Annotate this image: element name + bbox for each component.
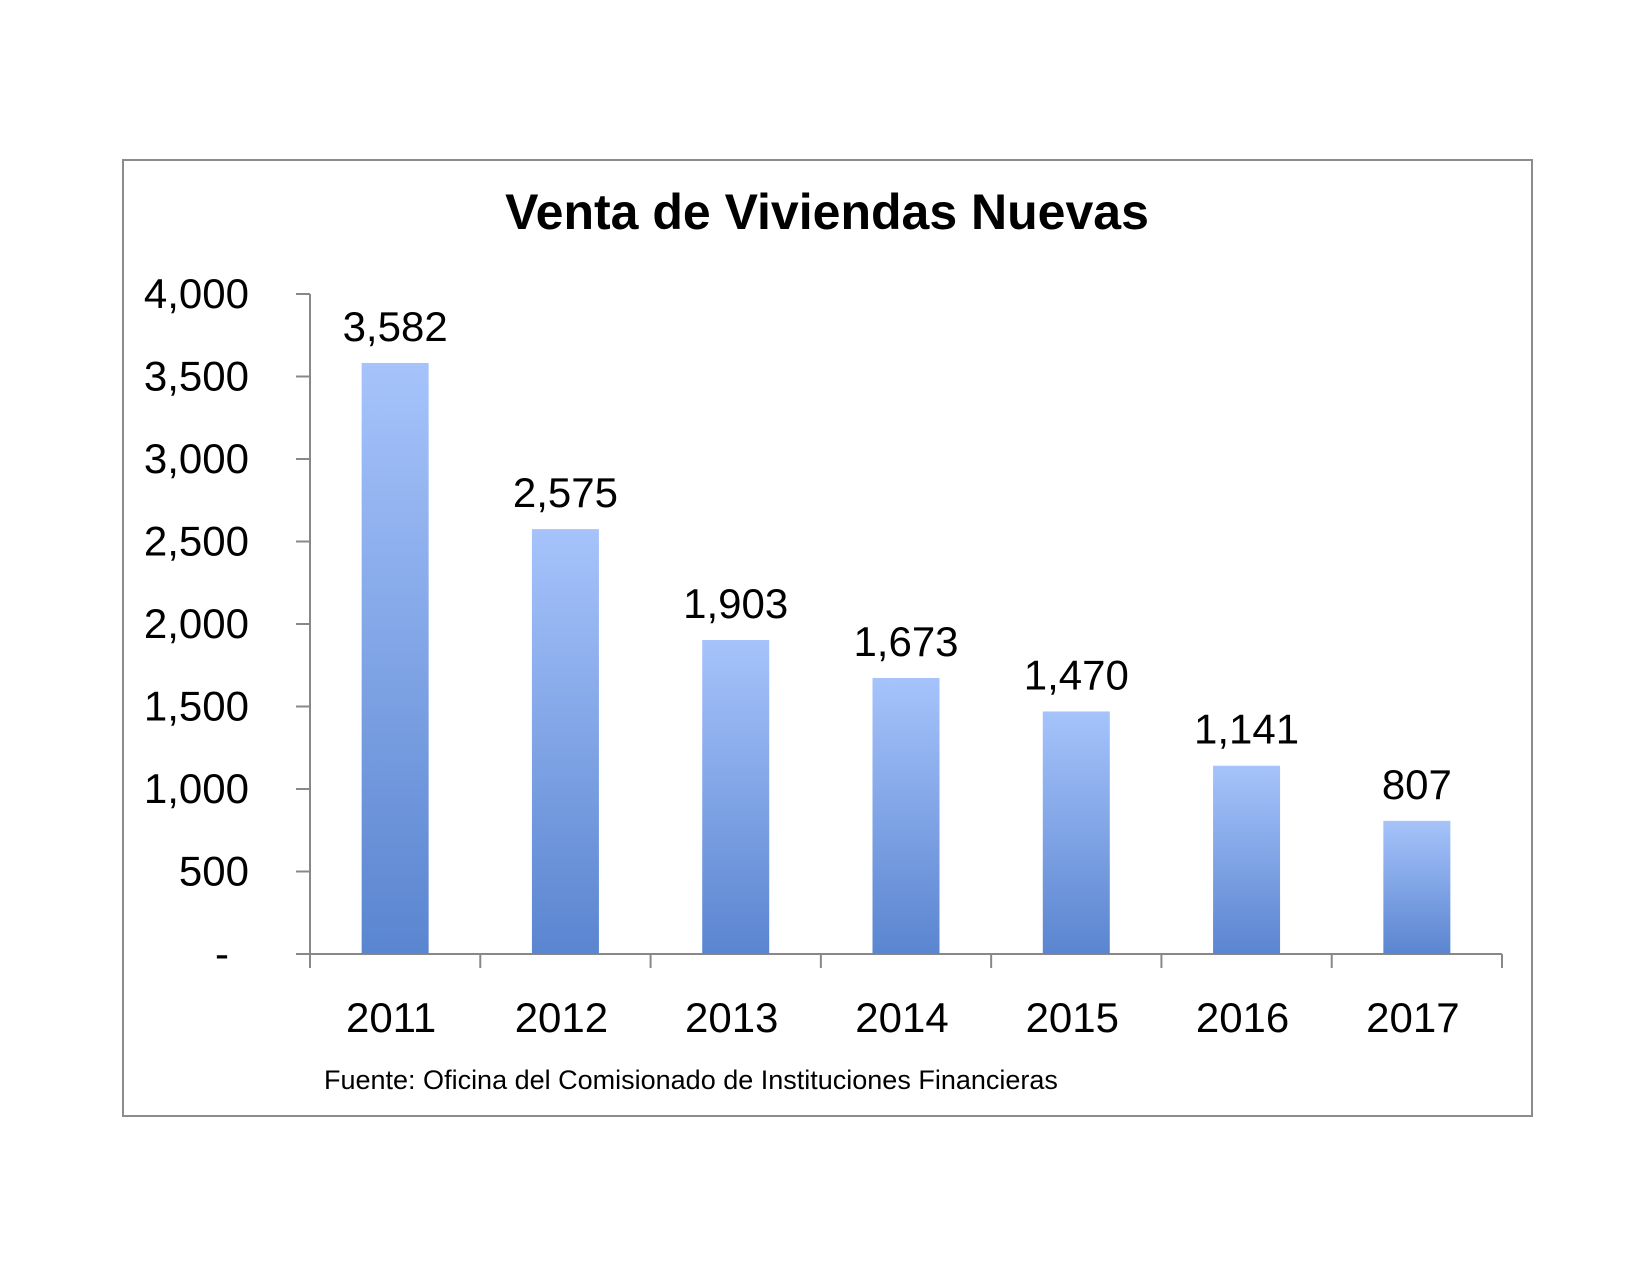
bar-2013 [702,640,770,954]
y-tick-label: 3,500 [144,353,249,400]
source-note: Fuente: Oficina del Comisionado de Insti… [324,1065,1058,1095]
chart-title: Venta de Viviendas Nuevas [505,184,1149,240]
x-tick-label-2011: 2011 [346,994,436,1041]
bar-2012 [531,529,599,954]
plot-area: - 500 1,000 1,500 2,000 2,500 3,000 3,500 4,000 3… [144,270,1503,1041]
data-label-2017: 807 [1382,761,1452,808]
data-label-2016: 1,141 [1194,706,1299,753]
y-tick-label: 2,000 [144,600,249,647]
bar-2017 [1383,820,1451,954]
x-tick-label-2017: 2017 [1366,994,1459,1041]
x-tick-label-2013: 2013 [685,994,778,1041]
y-tick-label: 4,000 [144,270,249,317]
data-label-2014: 1,673 [853,618,958,665]
bar-2014 [872,677,940,954]
y-tick-label: 1,000 [144,765,249,812]
y-tick-label: 1,500 [144,683,249,730]
y-tick-label: 500 [179,848,249,895]
y-tick-label: - [215,930,229,977]
x-tick-label-2015: 2015 [1026,994,1119,1041]
bar-2015 [1042,711,1110,954]
data-label-2015: 1,470 [1024,651,1129,698]
x-tick-label-2012: 2012 [515,994,608,1041]
chart-svg: Venta de Viviendas Nuevas - 500 1,000 1,500… [144,184,1503,1095]
bar-2016 [1213,765,1281,954]
bar-2011 [361,362,429,955]
x-tick-label-2014: 2014 [855,994,948,1041]
x-tick-label-2016: 2016 [1196,994,1289,1041]
chart-frame: Venta de Viviendas Nuevas - 500 1,000 1,500… [122,159,1533,1117]
data-label-2013: 1,903 [683,580,788,627]
y-tick-label: 3,000 [144,435,249,482]
data-label-2011: 3,582 [343,303,448,350]
y-tick-label: 2,500 [144,518,249,565]
data-label-2012: 2,575 [513,469,618,516]
